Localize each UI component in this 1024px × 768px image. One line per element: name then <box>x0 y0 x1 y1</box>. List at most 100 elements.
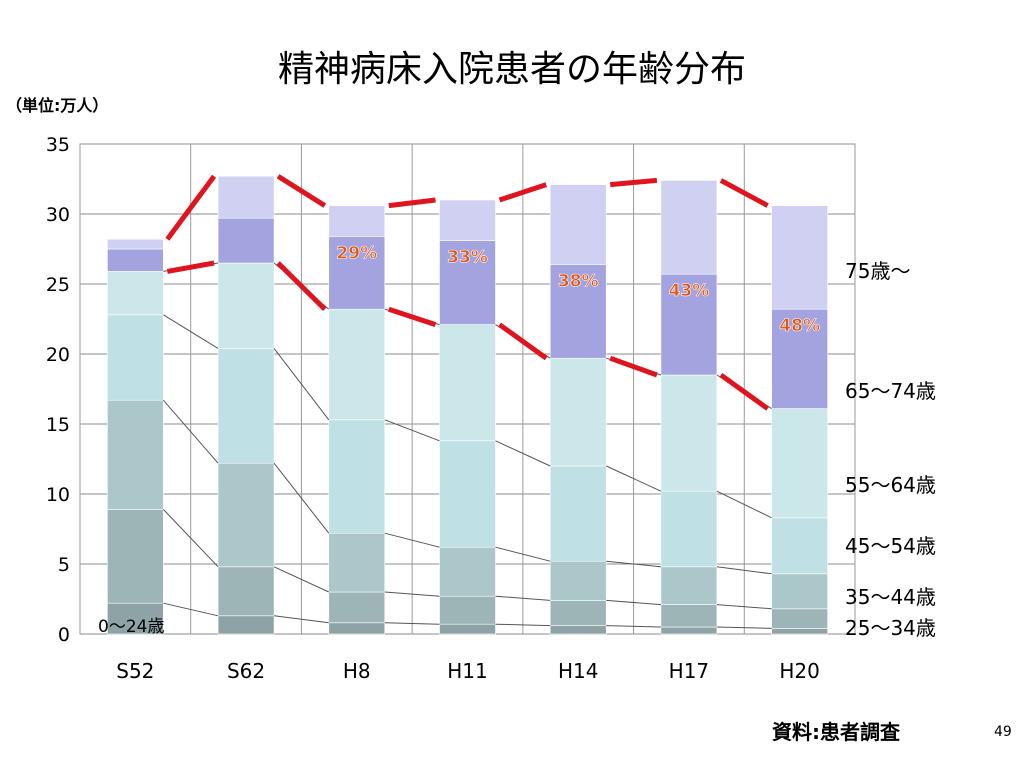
x-tick-label: S62 <box>227 659 265 683</box>
page-number: 49 <box>994 724 1012 740</box>
trend-line-segment <box>609 355 658 378</box>
bar-segment <box>439 623 496 635</box>
trend-line-segment <box>719 178 769 208</box>
bar-segment <box>771 517 828 575</box>
series-connector-line <box>495 623 551 627</box>
y-tick-label: 15 <box>46 414 70 436</box>
bar-segment <box>217 615 275 635</box>
bar-segment <box>549 264 607 359</box>
trend-line-segment <box>276 261 327 311</box>
y-tick-label: 25 <box>46 274 70 296</box>
series-connector-line <box>274 615 329 624</box>
series-connector-line <box>273 566 329 593</box>
bar-segment <box>549 357 607 467</box>
series-connector-line <box>606 625 661 628</box>
bar-segment <box>549 600 607 626</box>
bar-segment <box>107 238 164 250</box>
series-connector-line <box>606 465 662 492</box>
bar-segment <box>439 546 496 597</box>
bar-segment <box>660 490 718 568</box>
series-connector-line <box>606 560 661 568</box>
series-connector-line <box>495 440 551 467</box>
bar-segment <box>549 625 607 635</box>
series-connector-line <box>273 462 330 534</box>
bar-segment <box>660 180 718 275</box>
slide-title: 精神病床入院患者の年齢分布 <box>277 49 746 90</box>
bar-segment <box>328 419 386 534</box>
series-connector-line <box>384 591 440 597</box>
bar-segment <box>328 591 386 624</box>
bar-segment <box>660 626 718 635</box>
series-connector-line <box>163 602 219 617</box>
age-group-label: 75歳〜 <box>845 259 910 283</box>
bar-segment <box>549 184 607 265</box>
trend-line-segment <box>166 260 215 274</box>
trend-line-segment <box>388 197 436 209</box>
age-group-label: 25〜34歳 <box>845 616 936 640</box>
bar-segment <box>328 308 386 421</box>
percent-annotation: 38% <box>558 271 599 291</box>
bar-segment <box>107 271 164 316</box>
bar-segment <box>217 462 275 568</box>
trend-line-segment <box>609 177 658 188</box>
age-group-label: 45〜54歳 <box>845 534 936 558</box>
y-tick-label: 10 <box>46 484 70 506</box>
percent-annotation: 29% <box>336 243 377 263</box>
y-tick-label: 20 <box>46 344 70 366</box>
age-group-label: 55〜64歳 <box>845 473 936 497</box>
bar-segment <box>771 205 828 310</box>
age-group-label: 65〜74歳 <box>845 379 936 403</box>
series-connector-line <box>162 399 219 464</box>
bar-segment <box>439 440 496 548</box>
series-connector-line <box>162 509 219 568</box>
bar-segment <box>439 324 496 442</box>
bar-segment <box>660 273 718 376</box>
x-tick-label: H11 <box>447 659 488 683</box>
bar-segment <box>660 374 718 492</box>
bar-segment <box>660 604 718 628</box>
series-connector-line <box>606 599 661 606</box>
bar-segment <box>217 566 275 617</box>
series-connector-line <box>384 419 440 442</box>
bar-segment <box>771 573 828 610</box>
trend-line-segment <box>388 306 437 327</box>
bar-segment <box>328 622 386 635</box>
bar-segment <box>771 308 828 409</box>
bar-segment <box>439 199 496 241</box>
bar-segment <box>771 608 828 629</box>
unit-label: （単位:万人） <box>6 96 109 115</box>
series-connector-line <box>716 566 772 575</box>
trend-line-segment <box>498 322 548 361</box>
age-group-label: 0〜24歳 <box>98 617 164 637</box>
series-connector-line <box>273 348 330 421</box>
y-tick-label: 5 <box>58 554 70 576</box>
trend-line-segment <box>498 182 547 203</box>
bar-segment <box>217 348 275 464</box>
bar-segment <box>439 240 496 325</box>
bar-segment <box>549 465 607 562</box>
bar-segment <box>660 566 718 605</box>
series-connector-line <box>716 604 772 610</box>
bar-segment <box>328 205 386 237</box>
percent-annotation: 48% <box>779 316 820 336</box>
bar-segment <box>107 314 164 401</box>
trend-line-segment <box>719 372 770 411</box>
trend-line-segment <box>165 174 217 241</box>
bar-segment <box>217 262 275 349</box>
series-connector-line <box>495 595 551 601</box>
series-connector-line <box>384 532 440 548</box>
series-connector-line <box>716 626 772 629</box>
x-tick-label: H17 <box>669 659 710 683</box>
bar-segment <box>549 560 607 601</box>
x-tick-label: H14 <box>558 659 599 683</box>
age-group-label: 35〜44歳 <box>845 585 936 609</box>
y-tick-label: 35 <box>46 134 70 156</box>
series-connector-line <box>495 546 551 562</box>
y-tick-label: 0 <box>58 624 70 646</box>
source-label: 資料:患者調査 <box>772 720 900 744</box>
bar-segment <box>107 399 164 510</box>
trend-line-segment <box>276 174 327 208</box>
bar-segment <box>217 217 275 264</box>
bar-segment <box>771 628 828 635</box>
